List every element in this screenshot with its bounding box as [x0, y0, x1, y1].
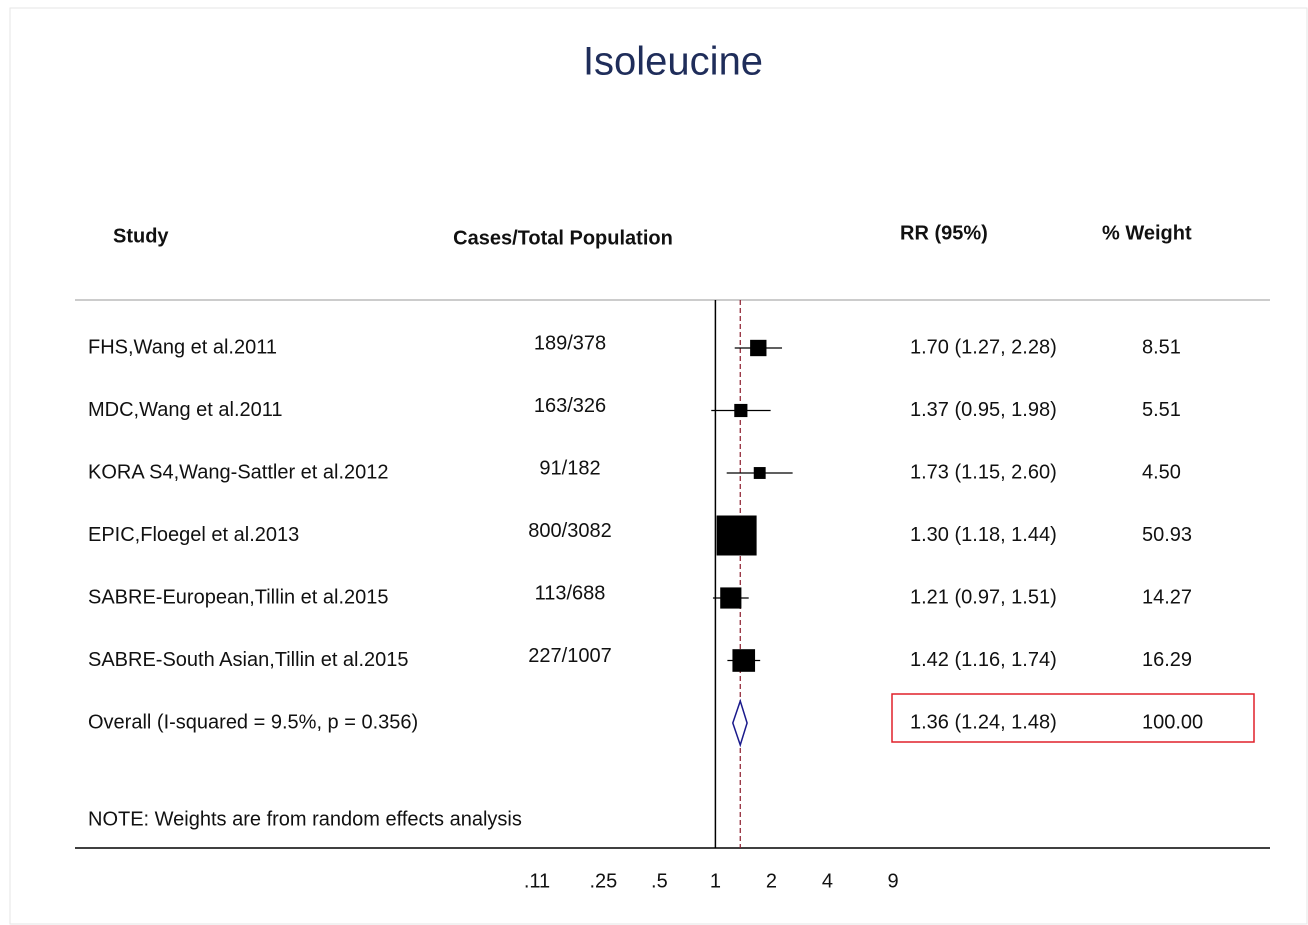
weight-label: 100.00	[1142, 711, 1203, 733]
x-tick-label: 4	[822, 870, 833, 892]
x-tick-label: 1	[710, 870, 721, 892]
weight-square	[732, 649, 756, 672]
weight-square	[734, 403, 748, 418]
cases-label: 227/1007	[528, 645, 611, 667]
weight-label: 4.50	[1142, 461, 1181, 483]
x-tick-label: .5	[651, 870, 668, 892]
note: NOTE: Weights are from random effects an…	[88, 808, 522, 830]
rr-label: 1.30 (1.18, 1.44)	[910, 524, 1057, 546]
weight-square	[750, 339, 767, 357]
weight-label: 8.51	[1142, 336, 1181, 358]
x-tick-label: .11	[524, 870, 550, 892]
header-study: Study	[113, 225, 169, 247]
x-tick-label: 2	[766, 870, 777, 892]
x-tick-label: 9	[887, 870, 898, 892]
study-label: MDC,Wang et al.2011	[88, 399, 283, 421]
cases-label: 113/688	[535, 582, 606, 604]
weight-label: 16.29	[1142, 649, 1192, 671]
overall-diamond	[732, 698, 748, 748]
study-label: KORA S4,Wang-Sattler et al.2012	[88, 461, 389, 483]
rr-label: 1.36 (1.24, 1.48)	[910, 711, 1057, 733]
rr-label: 1.42 (1.16, 1.74)	[910, 649, 1057, 671]
chart-title: Isoleucine	[583, 40, 763, 84]
study-label: EPIC,Floegel et al.2013	[88, 524, 299, 546]
weight-square	[753, 467, 766, 479]
header-rr: RR (95%)	[900, 222, 988, 244]
header-cases: Cases/Total Population	[453, 227, 673, 249]
overall-label: Overall (I-squared = 9.5%, p = 0.356)	[88, 711, 418, 733]
rr-label: 1.37 (0.95, 1.98)	[910, 399, 1057, 421]
rr-label: 1.70 (1.27, 2.28)	[910, 336, 1057, 358]
weight-label: 50.93	[1142, 524, 1192, 546]
study-label: SABRE-European,Tillin et al.2015	[88, 586, 389, 608]
cases-label: 91/182	[539, 457, 600, 479]
weight-label: 14.27	[1142, 586, 1192, 608]
header-weight: % Weight	[1102, 222, 1192, 244]
x-tick-label: .25	[589, 870, 617, 892]
highlight-box	[891, 693, 1255, 743]
weight-square	[716, 515, 757, 556]
cases-label: 800/3082	[528, 520, 611, 542]
rr-label: 1.73 (1.15, 2.60)	[910, 461, 1057, 483]
weight-square	[720, 587, 742, 609]
weight-label: 5.51	[1142, 399, 1181, 421]
cases-label: 163/326	[534, 395, 606, 417]
cases-label: 189/378	[534, 332, 606, 354]
rr-label: 1.21 (0.97, 1.51)	[910, 586, 1057, 608]
study-label: FHS,Wang et al.2011	[88, 336, 277, 358]
frame	[9, 7, 1308, 925]
study-label: SABRE-South Asian,Tillin et al.2015	[88, 649, 409, 671]
